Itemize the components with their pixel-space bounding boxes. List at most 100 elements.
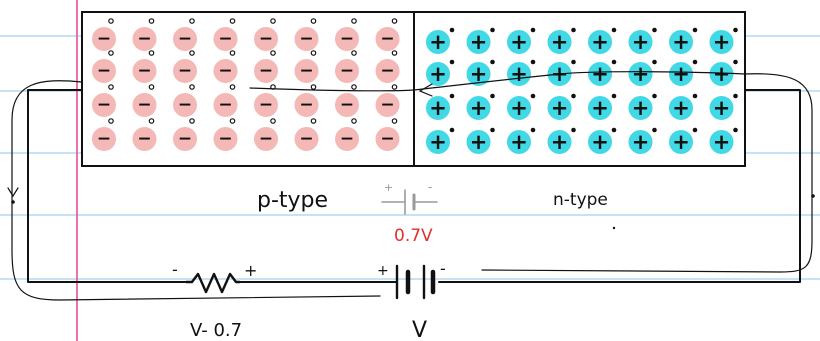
donor-ion bbox=[466, 62, 491, 86]
acceptor-ion bbox=[254, 27, 278, 51]
free-electron bbox=[571, 93, 576, 99]
donor-ion bbox=[709, 130, 734, 154]
donor-ion-sign: + bbox=[632, 130, 650, 154]
acceptor-ion bbox=[375, 27, 400, 51]
free-electron bbox=[449, 59, 455, 65]
donor-ion bbox=[669, 30, 693, 54]
acceptor-ion bbox=[254, 127, 278, 151]
hole bbox=[391, 84, 398, 90]
donor-ion bbox=[628, 30, 653, 54]
acceptor-ion bbox=[132, 127, 157, 151]
donor-ion-sign: + bbox=[470, 130, 488, 154]
donor-ion bbox=[426, 130, 450, 154]
hole bbox=[351, 118, 357, 124]
donor-ion bbox=[669, 130, 693, 154]
donor-ion bbox=[588, 130, 612, 154]
donor-ion-sign: + bbox=[632, 96, 650, 120]
hole bbox=[270, 18, 276, 24]
donor-ion bbox=[628, 96, 653, 120]
donor-ion bbox=[628, 62, 653, 86]
junction-voltage-label: 0.7V bbox=[394, 226, 433, 246]
acceptor-ion-sign: − bbox=[178, 61, 192, 81]
acceptor-ion bbox=[254, 59, 278, 83]
donor-ion-sign: + bbox=[429, 62, 447, 86]
acceptor-ion-sign: − bbox=[340, 29, 354, 49]
donor-ion bbox=[466, 30, 491, 54]
donor-ion bbox=[466, 130, 491, 154]
flow-arrowhead-left bbox=[7, 187, 19, 198]
acceptor-ion bbox=[335, 127, 359, 151]
hole bbox=[148, 118, 155, 124]
acceptor-ion-sign: − bbox=[97, 129, 111, 149]
acceptor-ion bbox=[213, 59, 238, 83]
free-electron bbox=[530, 93, 536, 99]
donor-ion-sign: + bbox=[591, 62, 609, 86]
donor-ion bbox=[588, 62, 612, 86]
donor-ion-sign: + bbox=[470, 30, 488, 54]
free-electron bbox=[449, 27, 455, 33]
acceptor-ion-sign: − bbox=[218, 129, 232, 149]
acceptor-ion-sign: − bbox=[340, 129, 354, 149]
acceptor-ion bbox=[213, 27, 238, 51]
donor-ion-sign: + bbox=[632, 62, 650, 86]
acceptor-ion-sign: − bbox=[137, 129, 151, 149]
acceptor-ion-sign: − bbox=[340, 61, 354, 81]
donor-ion-sign: + bbox=[510, 130, 528, 154]
acceptor-ion bbox=[173, 127, 197, 151]
acceptor-ion-sign: − bbox=[380, 29, 394, 49]
acceptor-ion-sign: − bbox=[299, 61, 313, 81]
barrier-minus-sign: - bbox=[428, 180, 432, 194]
acceptor-ion bbox=[335, 27, 359, 51]
donor-ion-sign: + bbox=[551, 30, 569, 54]
free-electron bbox=[571, 59, 576, 65]
acceptor-ion-sign: − bbox=[340, 95, 354, 115]
donor-ion bbox=[669, 62, 693, 86]
free-electron bbox=[530, 59, 536, 65]
free-electron bbox=[652, 27, 657, 33]
free-electron bbox=[490, 93, 495, 99]
acceptor-ion bbox=[375, 59, 400, 83]
donor-ion-sign: + bbox=[713, 96, 731, 120]
free-electron bbox=[733, 59, 738, 65]
donor-ion-sign: + bbox=[713, 62, 731, 86]
acceptor-ion bbox=[294, 93, 319, 117]
free-electron bbox=[733, 127, 738, 133]
acceptor-ion-sign: − bbox=[259, 129, 273, 149]
donor-ion bbox=[709, 96, 734, 120]
donor-ion-sign: + bbox=[429, 96, 447, 120]
hole bbox=[310, 50, 317, 56]
hole bbox=[229, 118, 236, 124]
acceptor-ion-sign: − bbox=[178, 29, 192, 49]
flow-arrow-through-junction bbox=[249, 71, 746, 92]
free-electron bbox=[692, 59, 698, 65]
free-electron bbox=[490, 27, 495, 33]
free-electron bbox=[733, 27, 738, 33]
resistor-symbol bbox=[186, 272, 240, 294]
acceptor-ion-sign: − bbox=[299, 129, 313, 149]
free-electron bbox=[652, 59, 657, 65]
acceptor-ion-sign: − bbox=[97, 29, 111, 49]
p-type-block bbox=[81, 11, 415, 167]
donor-ion bbox=[547, 130, 572, 154]
acceptor-ion-sign: − bbox=[259, 95, 273, 115]
acceptor-ion bbox=[92, 27, 116, 51]
free-electron bbox=[611, 127, 617, 133]
hole bbox=[351, 50, 357, 56]
donor-ion bbox=[547, 30, 572, 54]
acceptor-ion-sign: − bbox=[218, 61, 232, 81]
acceptor-ion-sign: − bbox=[218, 95, 232, 115]
hole bbox=[391, 50, 398, 56]
acceptor-ion-sign: − bbox=[178, 95, 192, 115]
donor-ion-sign: + bbox=[429, 130, 447, 154]
donor-ion-sign: + bbox=[672, 30, 690, 54]
donor-ion-sign: + bbox=[591, 30, 609, 54]
hole bbox=[189, 18, 195, 24]
acceptor-ion bbox=[173, 93, 197, 117]
free-electron bbox=[652, 127, 657, 133]
hole bbox=[229, 84, 236, 90]
n-type-block bbox=[413, 11, 746, 167]
donor-ion bbox=[507, 96, 531, 120]
acceptor-ion bbox=[213, 127, 238, 151]
junction-barrier-symbol bbox=[381, 189, 438, 215]
